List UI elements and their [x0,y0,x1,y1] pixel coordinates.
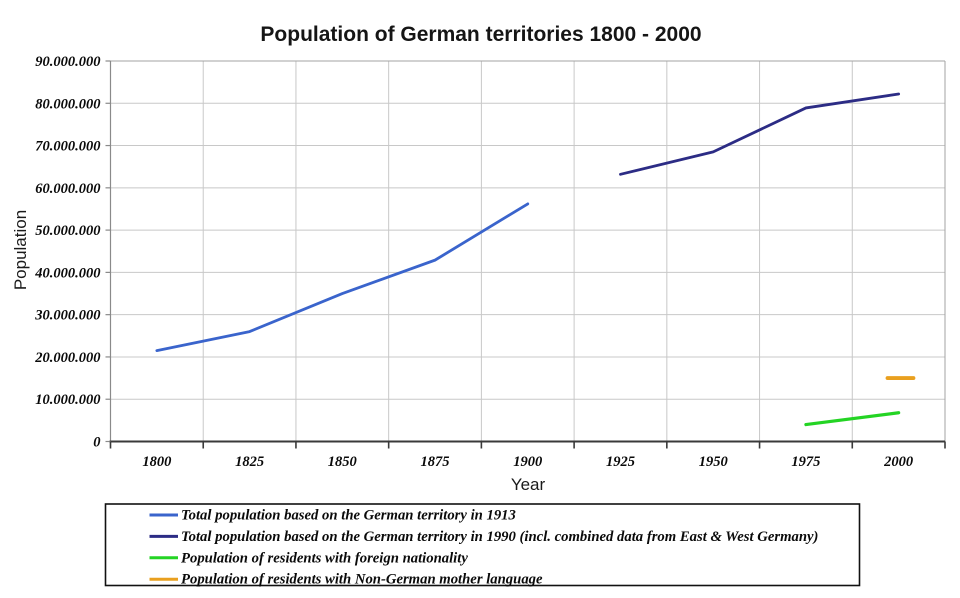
x-tick-label: 1900 [513,454,542,470]
y-tick-label: 80.000.000 [35,96,100,112]
y-tick-label: 40.000.000 [34,265,100,281]
y-tick-label: 0 [93,435,100,451]
y-tick-label: 90.000.000 [35,54,100,70]
legend-item: Total population based on the German ter… [149,508,516,524]
x-tick-label: 1975 [791,454,820,470]
legend: Total population based on the German ter… [104,503,861,588]
x-tick-label: 1875 [421,454,450,470]
x-tick-label: 1800 [142,454,171,470]
y-axis-title: Population [11,210,30,290]
x-tick-label: 2000 [883,454,913,470]
x-tick-label: 1825 [235,454,264,470]
chart-title: Population of German territories 1800 - … [260,23,701,46]
x-tick-label: 1950 [699,454,728,470]
legend-item: Total population based on the German ter… [149,529,818,545]
legend-item: Population of residents with foreign nat… [149,550,468,566]
x-tick-label: 1850 [328,454,357,470]
series-line-2 [804,411,901,427]
legend-label: Total population based on the German ter… [181,508,516,524]
plot-group: 0 10.000.000 20.000.000 30.000.000 40.000.00… [34,54,946,470]
x-axis-title: Year [511,475,546,494]
series-line-0 [155,202,530,353]
y-tick-label: 70.000.000 [35,139,100,155]
series-line-1 [619,92,901,176]
legend-item: Population of residents with Non-German … [149,572,543,588]
legend-label: Population of residents with foreign nat… [181,550,468,566]
y-tick-label: 60.000.000 [35,181,100,197]
y-tick-label: 50.000.000 [35,223,100,239]
legend-box [104,503,861,587]
y-tick-label: 30.000.000 [34,308,100,324]
y-tick-label: 10.000.000 [35,392,100,408]
legend-label: Total population based on the German ter… [181,529,818,545]
legend-label: Population of residents with Non-German … [181,572,543,588]
x-tick-label: 1925 [606,454,635,470]
y-tick-label: 20.000.000 [34,350,100,366]
